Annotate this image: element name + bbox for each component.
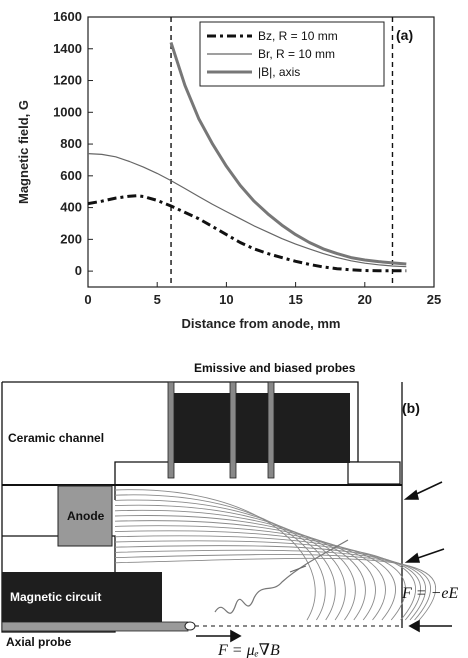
probe-1 <box>167 381 175 479</box>
electron-trajectory <box>214 539 349 614</box>
x-axis-ticks: 0 5 10 15 20 25 <box>84 282 441 307</box>
x-tick-label: 10 <box>219 292 233 307</box>
x-axis-label: Distance from anode, mm <box>182 316 341 331</box>
x-tick-label: 20 <box>358 292 372 307</box>
axial-probe-label: Axial probe <box>6 635 72 649</box>
series-b-axis-line <box>169 41 407 266</box>
y-tick-label: 0 <box>75 263 82 278</box>
anode-label: Anode <box>67 509 105 523</box>
arrow-4-head-icon <box>230 629 242 643</box>
y-tick-label: 400 <box>60 200 82 215</box>
field-line <box>114 489 316 621</box>
probe-2 <box>229 381 237 479</box>
legend: Bz, R = 10 mm Br, R = 10 mm |B|, axis <box>199 21 385 87</box>
x-tick-label: 0 <box>84 292 91 307</box>
force-arrows <box>196 481 452 643</box>
magnetic-field-chart: 0 200 400 600 800 1000 1200 1400 1600 0 5 10 15 20 25… <box>16 9 441 331</box>
arrow-2-head-icon <box>404 552 421 563</box>
force-e-equation: F = −eE <box>401 585 458 602</box>
channel-wall-right <box>347 461 401 485</box>
probe-3 <box>267 381 275 479</box>
magnetic-field-lines <box>114 489 437 621</box>
y-tick-label: 1000 <box>53 104 82 119</box>
series-br-line <box>87 153 407 268</box>
y-tick-label: 800 <box>60 136 82 151</box>
arrow-3-head-icon <box>408 619 420 633</box>
field-line <box>114 545 422 621</box>
force-b-equation: F = μₑ∇B <box>217 642 280 658</box>
axial-probe <box>1 621 189 632</box>
y-tick-label: 1400 <box>53 41 82 56</box>
field-line <box>114 549 427 621</box>
series-bz-line <box>87 194 407 273</box>
x-tick-label: 25 <box>427 292 441 307</box>
magnetic-circuit <box>2 572 162 622</box>
y-axis-ticks: 0 200 400 600 800 1000 1200 1400 1600 <box>53 9 93 278</box>
ceramic-channel-label: Ceramic channel <box>8 431 104 445</box>
y-tick-label: 1200 <box>53 73 82 88</box>
field-line <box>114 499 336 621</box>
field-line <box>114 540 416 621</box>
field-line <box>114 557 437 621</box>
arrow-1-head-icon <box>403 489 420 500</box>
plot-frame <box>87 16 435 288</box>
legend-label-b-axis: |B|, axis <box>258 65 300 79</box>
reference-lines <box>170 17 394 287</box>
y-axis-label: Magnetic field, G <box>16 100 31 204</box>
probes-label: Emissive and biased probes <box>194 361 356 375</box>
thruster-diagram: Emissive and biased probes (b) Ceramic c… <box>1 361 458 658</box>
y-tick-label: 1600 <box>53 9 82 24</box>
panel-label-a: (a) <box>396 27 413 43</box>
magnetic-circuit-label: Magnetic circuit <box>10 590 101 604</box>
legend-label-bz: Bz, R = 10 mm <box>258 29 338 43</box>
y-tick-label: 200 <box>60 231 82 246</box>
trajectory-arrow <box>289 565 307 573</box>
ceramic-channel-block <box>170 393 350 463</box>
field-line <box>114 554 432 621</box>
bottom-wall <box>2 484 402 486</box>
axial-probe-tip <box>184 621 196 631</box>
x-tick-label: 5 <box>154 292 161 307</box>
field-line <box>114 504 346 621</box>
y-tick-label: 600 <box>60 168 82 183</box>
series-layer <box>87 41 407 273</box>
panel-label-b: (b) <box>402 400 420 416</box>
x-tick-label: 15 <box>288 292 302 307</box>
legend-label-br: Br, R = 10 mm <box>258 47 335 61</box>
anode <box>57 485 113 547</box>
